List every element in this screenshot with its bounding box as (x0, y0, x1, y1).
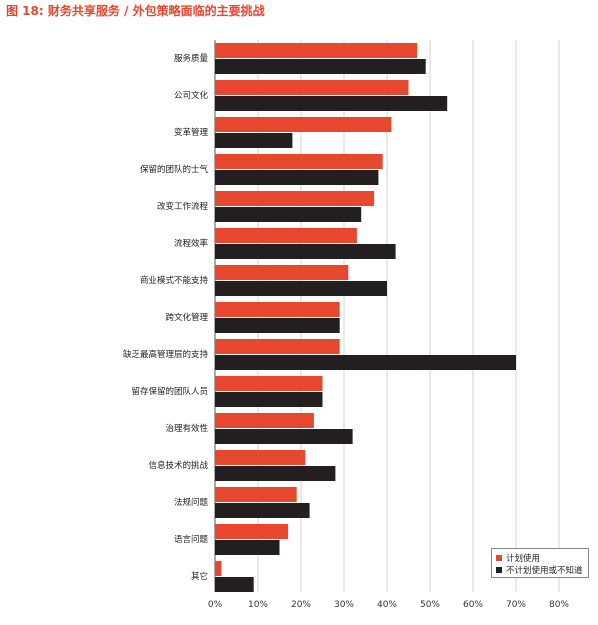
bar-planned (215, 265, 349, 280)
bar-not-planned (215, 429, 353, 444)
x-tick-label: 40% (377, 600, 397, 610)
category-label: 流程效率 (174, 238, 209, 249)
bar-not-planned (215, 503, 310, 518)
category-label: 语言问题 (174, 534, 209, 545)
bar-planned (215, 413, 314, 428)
bar-planned (215, 339, 340, 354)
bar-planned (215, 561, 222, 576)
x-tick-label: 20% (291, 600, 311, 610)
bar-planned (215, 154, 383, 169)
x-tick-label: 30% (334, 600, 354, 610)
bar-not-planned (215, 355, 516, 370)
chart-title: 图 18: 财务共享服务 / 外包策略面临的主要挑战 (6, 4, 265, 18)
legend-label-not-planned: 不计划使用或不知道 (506, 566, 583, 576)
x-tick-label: 0% (208, 600, 223, 610)
bar-not-planned (215, 133, 293, 148)
category-label: 公司文化 (174, 90, 209, 101)
bar-planned (215, 376, 323, 391)
legend-swatch-planned (496, 555, 502, 561)
legend-item-not-planned: 不计划使用或不知道 (496, 564, 588, 576)
bar-not-planned (215, 577, 254, 592)
category-label: 保留的团队的士气 (140, 164, 209, 175)
category-label: 留存保留的团队人员 (131, 386, 208, 397)
legend: 计划使用 不计划使用或不知道 (491, 548, 589, 578)
bar-not-planned (215, 59, 426, 74)
bar-planned (215, 43, 418, 58)
bar-planned (215, 450, 306, 465)
x-tick-label: 60% (463, 600, 483, 610)
category-label: 治理有效性 (165, 423, 208, 434)
bar-not-planned (215, 318, 340, 333)
category-label: 信息技术的挑战 (148, 460, 208, 471)
bar-not-planned (215, 170, 379, 185)
x-tick-label: 80% (549, 600, 569, 610)
category-label: 跨文化管理 (165, 312, 208, 323)
bar-not-planned (215, 466, 336, 481)
category-label: 缺乏最高管理层的支持 (123, 349, 209, 360)
category-label: 法规问题 (174, 497, 209, 508)
category-label: 其它 (191, 571, 208, 582)
x-tick-label: 50% (420, 600, 440, 610)
legend-item-planned: 计划使用 (496, 552, 588, 564)
bar-not-planned (215, 207, 362, 222)
category-label: 商业模式不能支持 (140, 275, 209, 286)
bar-planned (215, 228, 357, 243)
legend-label-planned: 计划使用 (506, 554, 541, 564)
category-label: 改变工作流程 (157, 201, 209, 212)
x-tick-label: 70% (506, 600, 526, 610)
category-label: 服务质量 (174, 53, 209, 64)
bar-planned (215, 302, 340, 317)
bar-not-planned (215, 96, 448, 111)
bar-planned (215, 80, 409, 95)
bar-not-planned (215, 281, 387, 296)
legend-swatch-not-planned (496, 567, 502, 573)
bar-not-planned (215, 244, 396, 259)
bar-planned (215, 191, 375, 206)
bar-not-planned (215, 540, 280, 555)
bar-not-planned (215, 392, 323, 407)
x-tick-label: 10% (248, 600, 268, 610)
bar-planned (215, 487, 297, 502)
category-label: 变革管理 (174, 127, 209, 138)
bar-planned (215, 117, 392, 132)
bar-planned (215, 524, 289, 539)
